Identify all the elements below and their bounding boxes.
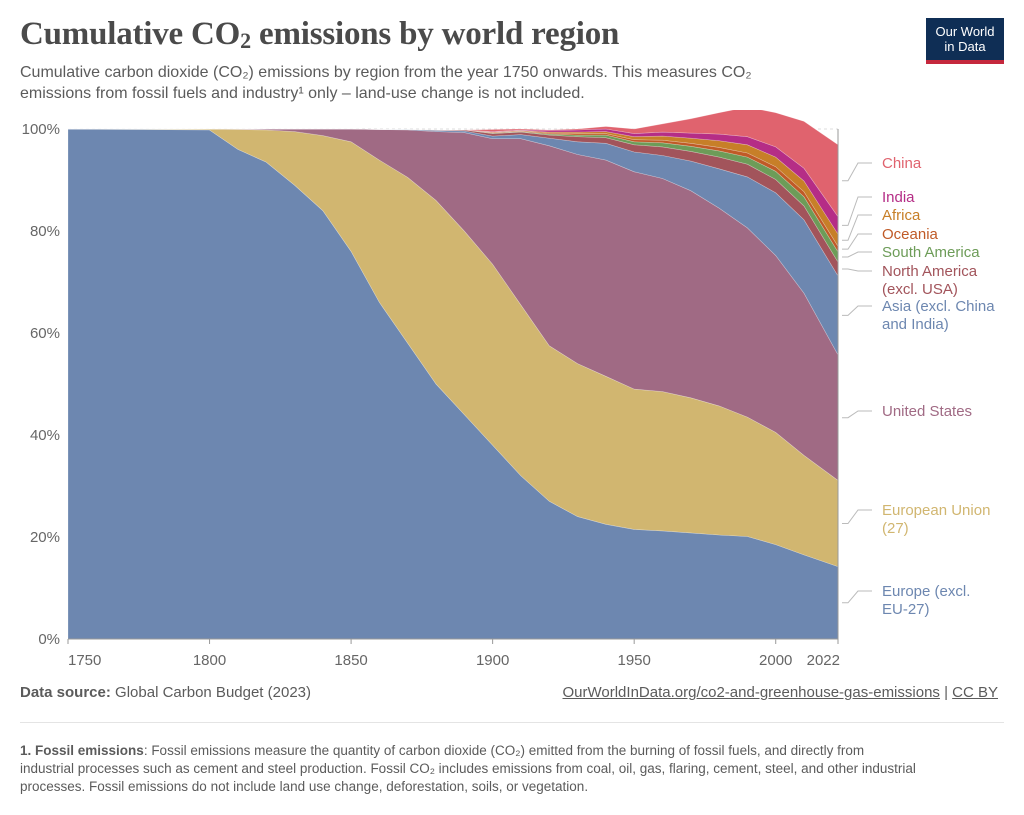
x-tick-label: 2000	[759, 652, 792, 669]
stacked-area-chart: 0% 20% 40% 60% 80% 100% 1750 1800 1850 1900 1950 20…	[22, 110, 995, 669]
series-label: (27)	[882, 520, 909, 537]
chart-title: Cumulative CO2 emissions by world region	[20, 16, 620, 53]
label-connector	[842, 509, 872, 524]
label-connector	[842, 196, 872, 226]
divider	[20, 722, 1004, 723]
x-tick-label: 1800	[193, 652, 226, 669]
label-connector	[842, 268, 872, 272]
x-tick-label: 1850	[334, 652, 367, 669]
y-tick-label: 20%	[30, 529, 60, 546]
footnote: 1. Fossil emissions: Fossil emissions me…	[20, 743, 916, 794]
label-connector	[842, 162, 872, 182]
source-text: Global Carbon Budget (2023)	[110, 684, 312, 701]
series-label: India	[882, 189, 915, 206]
series-label: South America	[882, 244, 980, 261]
subtitle-line-2: emissions from fossil fuels and industry…	[20, 85, 585, 102]
series-label: United States	[882, 403, 972, 420]
label-connector	[842, 590, 872, 604]
label-connector	[842, 410, 872, 419]
source-label: Data source:	[20, 684, 111, 701]
source-url-link[interactable]: OurWorldInData.org/co2-and-greenhouse-ga…	[562, 684, 940, 701]
y-tick-label: 0%	[38, 631, 60, 648]
owid-logo[interactable]: Our World in Data	[926, 18, 1004, 64]
x-tick-label: 1950	[617, 652, 650, 669]
chart-footer: Data source: Global Carbon Budget (2023)…	[20, 684, 998, 701]
license-link[interactable]: CC BY	[952, 684, 998, 701]
series-label: Africa	[882, 207, 921, 224]
series-label: Oceania	[882, 226, 939, 243]
series-label: EU-27)	[882, 601, 930, 618]
series-label: Europe (excl.	[882, 583, 970, 600]
x-tick-label: 1750	[68, 652, 101, 669]
label-connector	[842, 305, 872, 316]
series-label: China	[882, 155, 922, 172]
subtitle-line-1: Cumulative carbon dioxide (CO₂) emission…	[20, 64, 752, 81]
series-label: North America	[882, 263, 978, 280]
series-label: European Union	[882, 502, 990, 519]
label-connector	[842, 251, 872, 258]
chart-subtitle: Cumulative carbon dioxide (CO₂) emission…	[20, 62, 820, 104]
series-label: Asia (excl. China	[882, 298, 995, 315]
y-tick-label: 100%	[22, 121, 60, 138]
y-tick-label: 80%	[30, 223, 60, 240]
x-tick-label: 1900	[476, 652, 509, 669]
label-connector	[842, 233, 872, 250]
x-tick-label: 2022	[807, 652, 840, 669]
series-label: and India)	[882, 316, 949, 333]
y-tick-label: 60%	[30, 325, 60, 342]
y-tick-label: 40%	[30, 427, 60, 444]
label-connector	[842, 214, 872, 241]
series-label: (excl. USA)	[882, 281, 958, 298]
